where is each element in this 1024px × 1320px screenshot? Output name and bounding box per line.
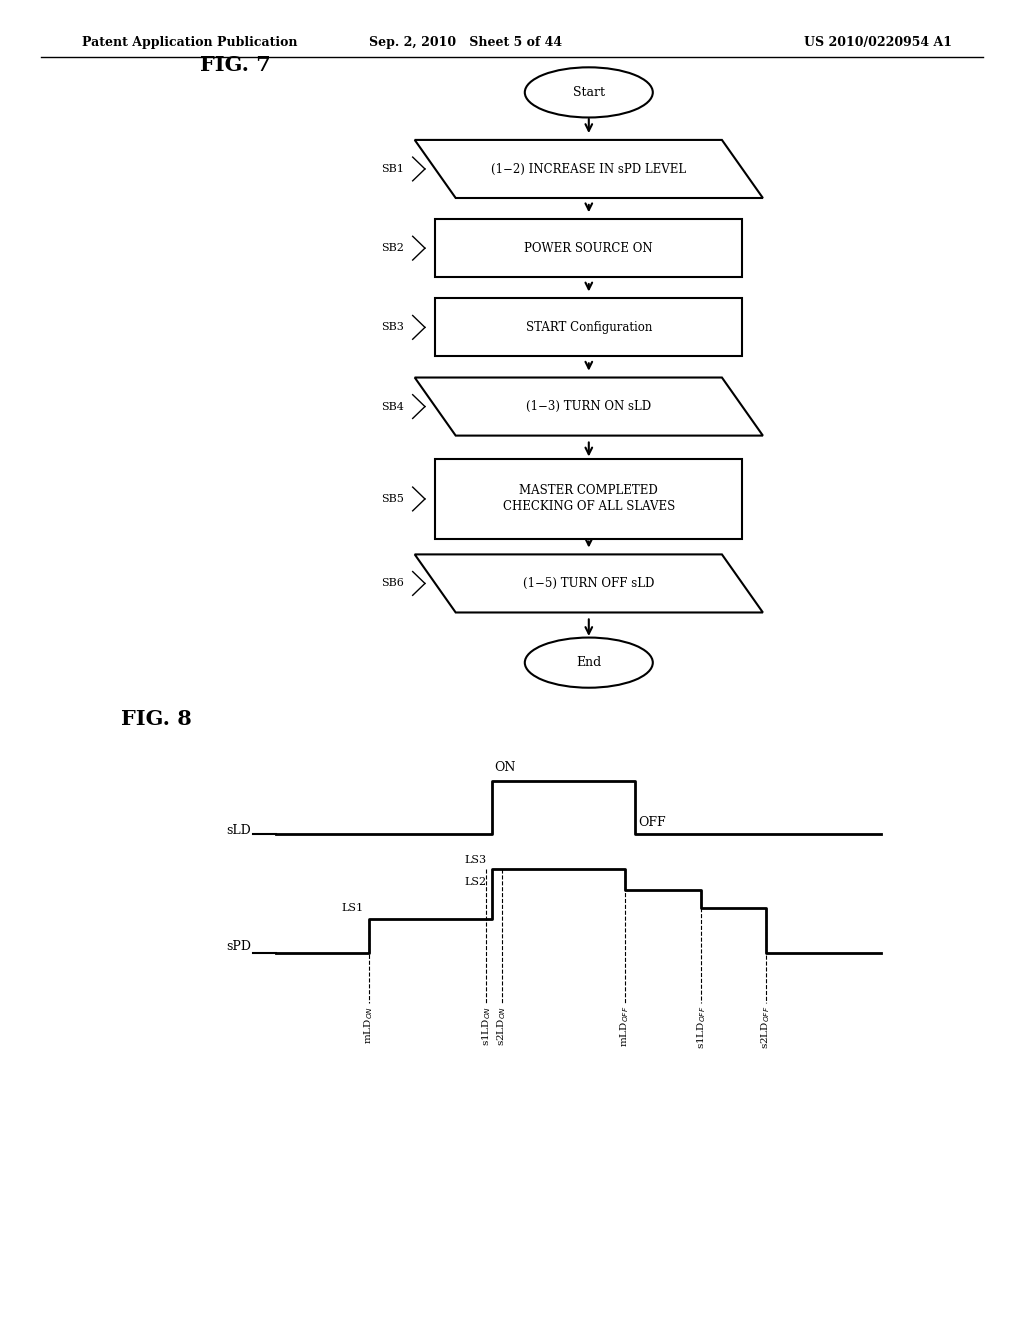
Text: OFF: OFF: [638, 816, 666, 829]
Text: Start: Start: [572, 86, 605, 99]
Bar: [435, 219, 742, 277]
Text: (1−2) INCREASE IN sPD LEVEL: (1−2) INCREASE IN sPD LEVEL: [492, 162, 686, 176]
Polygon shape: [415, 140, 763, 198]
Text: mLD$_{ON}$: mLD$_{ON}$: [362, 1006, 375, 1044]
Bar: [435, 298, 742, 356]
Polygon shape: [415, 378, 763, 436]
Text: POWER SOURCE ON: POWER SOURCE ON: [524, 242, 653, 255]
Text: End: End: [577, 656, 601, 669]
Text: Patent Application Publication: Patent Application Publication: [82, 36, 297, 49]
Text: SB5: SB5: [382, 494, 404, 504]
Text: SB6: SB6: [382, 578, 404, 589]
Text: LS3: LS3: [464, 854, 486, 865]
Text: SB3: SB3: [382, 322, 404, 333]
Text: sLD: sLD: [226, 824, 251, 837]
Text: FIG. 7: FIG. 7: [200, 55, 270, 75]
Text: s2LD$_{OFF}$: s2LD$_{OFF}$: [760, 1006, 772, 1049]
Ellipse shape: [524, 638, 653, 688]
Text: s2LD$_{ON}$: s2LD$_{ON}$: [496, 1006, 508, 1045]
Text: (1−5) TURN OFF sLD: (1−5) TURN OFF sLD: [523, 577, 654, 590]
Bar: [435, 459, 742, 539]
Text: START Configuration: START Configuration: [525, 321, 652, 334]
Ellipse shape: [524, 67, 653, 117]
Polygon shape: [415, 554, 763, 612]
Text: mLD$_{OFF}$: mLD$_{OFF}$: [618, 1006, 631, 1047]
Text: US 2010/0220954 A1: US 2010/0220954 A1: [804, 36, 952, 49]
Text: SB1: SB1: [382, 164, 404, 174]
Text: (1−3) TURN ON sLD: (1−3) TURN ON sLD: [526, 400, 651, 413]
Text: ON: ON: [495, 760, 516, 774]
Text: Sep. 2, 2010   Sheet 5 of 44: Sep. 2, 2010 Sheet 5 of 44: [370, 36, 562, 49]
Text: MASTER COMPLETED
CHECKING OF ALL SLAVES: MASTER COMPLETED CHECKING OF ALL SLAVES: [503, 484, 675, 513]
Text: FIG. 8: FIG. 8: [121, 709, 191, 729]
Text: LS2: LS2: [464, 876, 486, 887]
Text: SB4: SB4: [382, 401, 404, 412]
Text: sPD: sPD: [226, 940, 251, 953]
Text: s1LD$_{OFF}$: s1LD$_{OFF}$: [695, 1006, 708, 1049]
Text: LS1: LS1: [341, 903, 364, 913]
Text: SB2: SB2: [382, 243, 404, 253]
Text: s1LD$_{ON}$: s1LD$_{ON}$: [480, 1006, 493, 1045]
